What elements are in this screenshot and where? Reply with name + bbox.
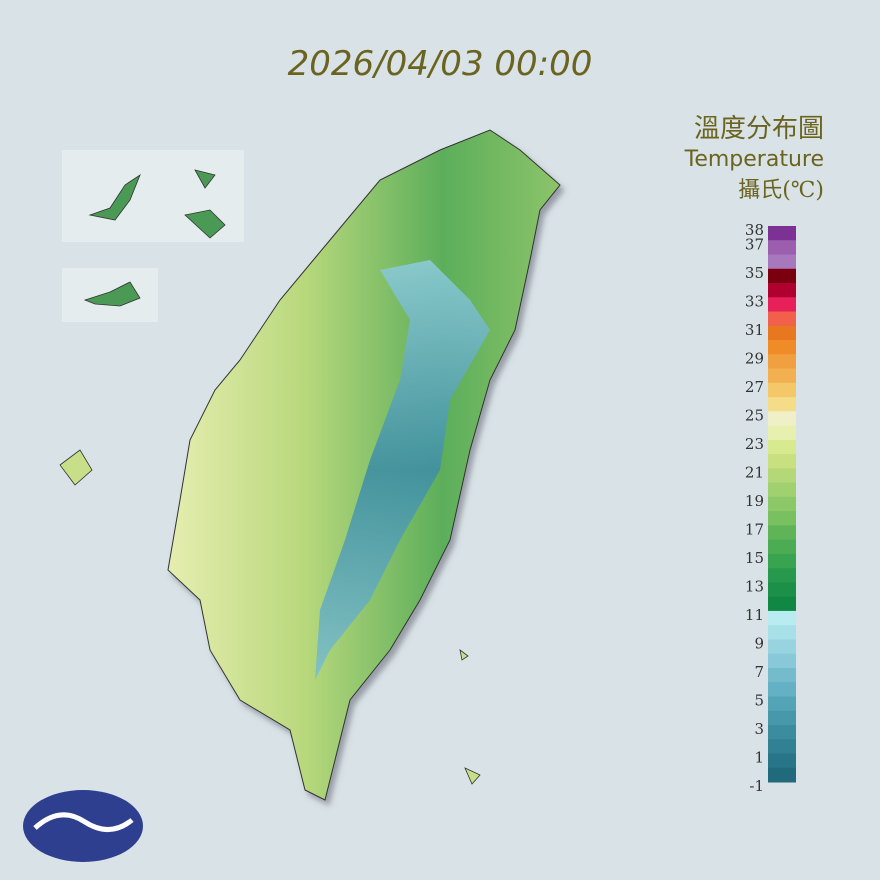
color-step: [768, 482, 796, 498]
logo-wave: [33, 812, 134, 832]
logo: [23, 790, 143, 862]
color-step: [768, 553, 796, 569]
color-step: [768, 767, 796, 783]
legend-label: 25: [745, 406, 764, 424]
color-step: [768, 297, 796, 313]
color-step: [768, 625, 796, 640]
legend-label: 13: [745, 577, 764, 595]
legend-label: 35: [745, 264, 764, 282]
color-step: [768, 468, 796, 484]
color-step: [768, 311, 796, 327]
color-step: [768, 354, 796, 370]
islands: [59, 150, 481, 785]
legend-title: 溫度分布圖: [694, 114, 824, 144]
legend-label: 9: [754, 634, 764, 652]
color-step: [768, 240, 796, 256]
color-step: [768, 268, 796, 284]
color-step: [768, 539, 796, 555]
color-step: [768, 696, 796, 712]
legend-label: 15: [745, 549, 764, 567]
legend-label: 11: [745, 606, 764, 624]
color-step: [768, 610, 796, 626]
color-step: [768, 710, 796, 726]
color-step: [768, 254, 796, 270]
legend-label: 29: [745, 349, 764, 367]
datetime: 2026/04/03 00:00: [288, 44, 593, 84]
legend-label: 3: [754, 720, 764, 738]
color-step: [768, 582, 796, 598]
taiwan: [167, 129, 561, 801]
color-step: [768, 667, 796, 683]
color-step: [768, 325, 796, 341]
color-step: [768, 653, 796, 669]
color-step: [768, 454, 796, 469]
color-step: [768, 397, 796, 412]
legend-subtitle: Temperature: [684, 147, 824, 172]
legend-label: 21: [745, 463, 764, 481]
color-step: [768, 525, 796, 541]
legend-label: 38: [745, 221, 764, 239]
legend-label: 23: [745, 435, 764, 453]
legend-label: 1: [754, 748, 764, 766]
legend-label: 19: [745, 492, 764, 510]
color-step: [768, 382, 796, 398]
color-step: [768, 682, 796, 697]
legend-label: 31: [745, 321, 764, 339]
color-step: [768, 226, 796, 241]
color-step: [768, 283, 796, 298]
color-step: [768, 425, 796, 441]
color-step: [768, 368, 796, 384]
color-step: [768, 439, 796, 455]
legend-unit: 攝氏(℃): [738, 178, 824, 203]
color-step: [768, 496, 796, 512]
legend-label: 37: [745, 235, 764, 253]
color-step: [768, 340, 796, 355]
legend-label: -1: [749, 777, 764, 795]
legend-label: 7: [754, 663, 764, 681]
color-step: [768, 753, 796, 769]
color-step: [768, 739, 796, 754]
legend-label: 27: [745, 378, 764, 396]
legend-label: 17: [745, 520, 764, 538]
color-step: [768, 596, 796, 612]
color-step: [768, 724, 796, 740]
color-step: [768, 639, 796, 655]
legend-label: 33: [745, 292, 764, 310]
color-step: [768, 411, 796, 427]
color-step: [768, 511, 796, 526]
color-step: [768, 568, 796, 583]
legend-label: 5: [754, 691, 764, 709]
